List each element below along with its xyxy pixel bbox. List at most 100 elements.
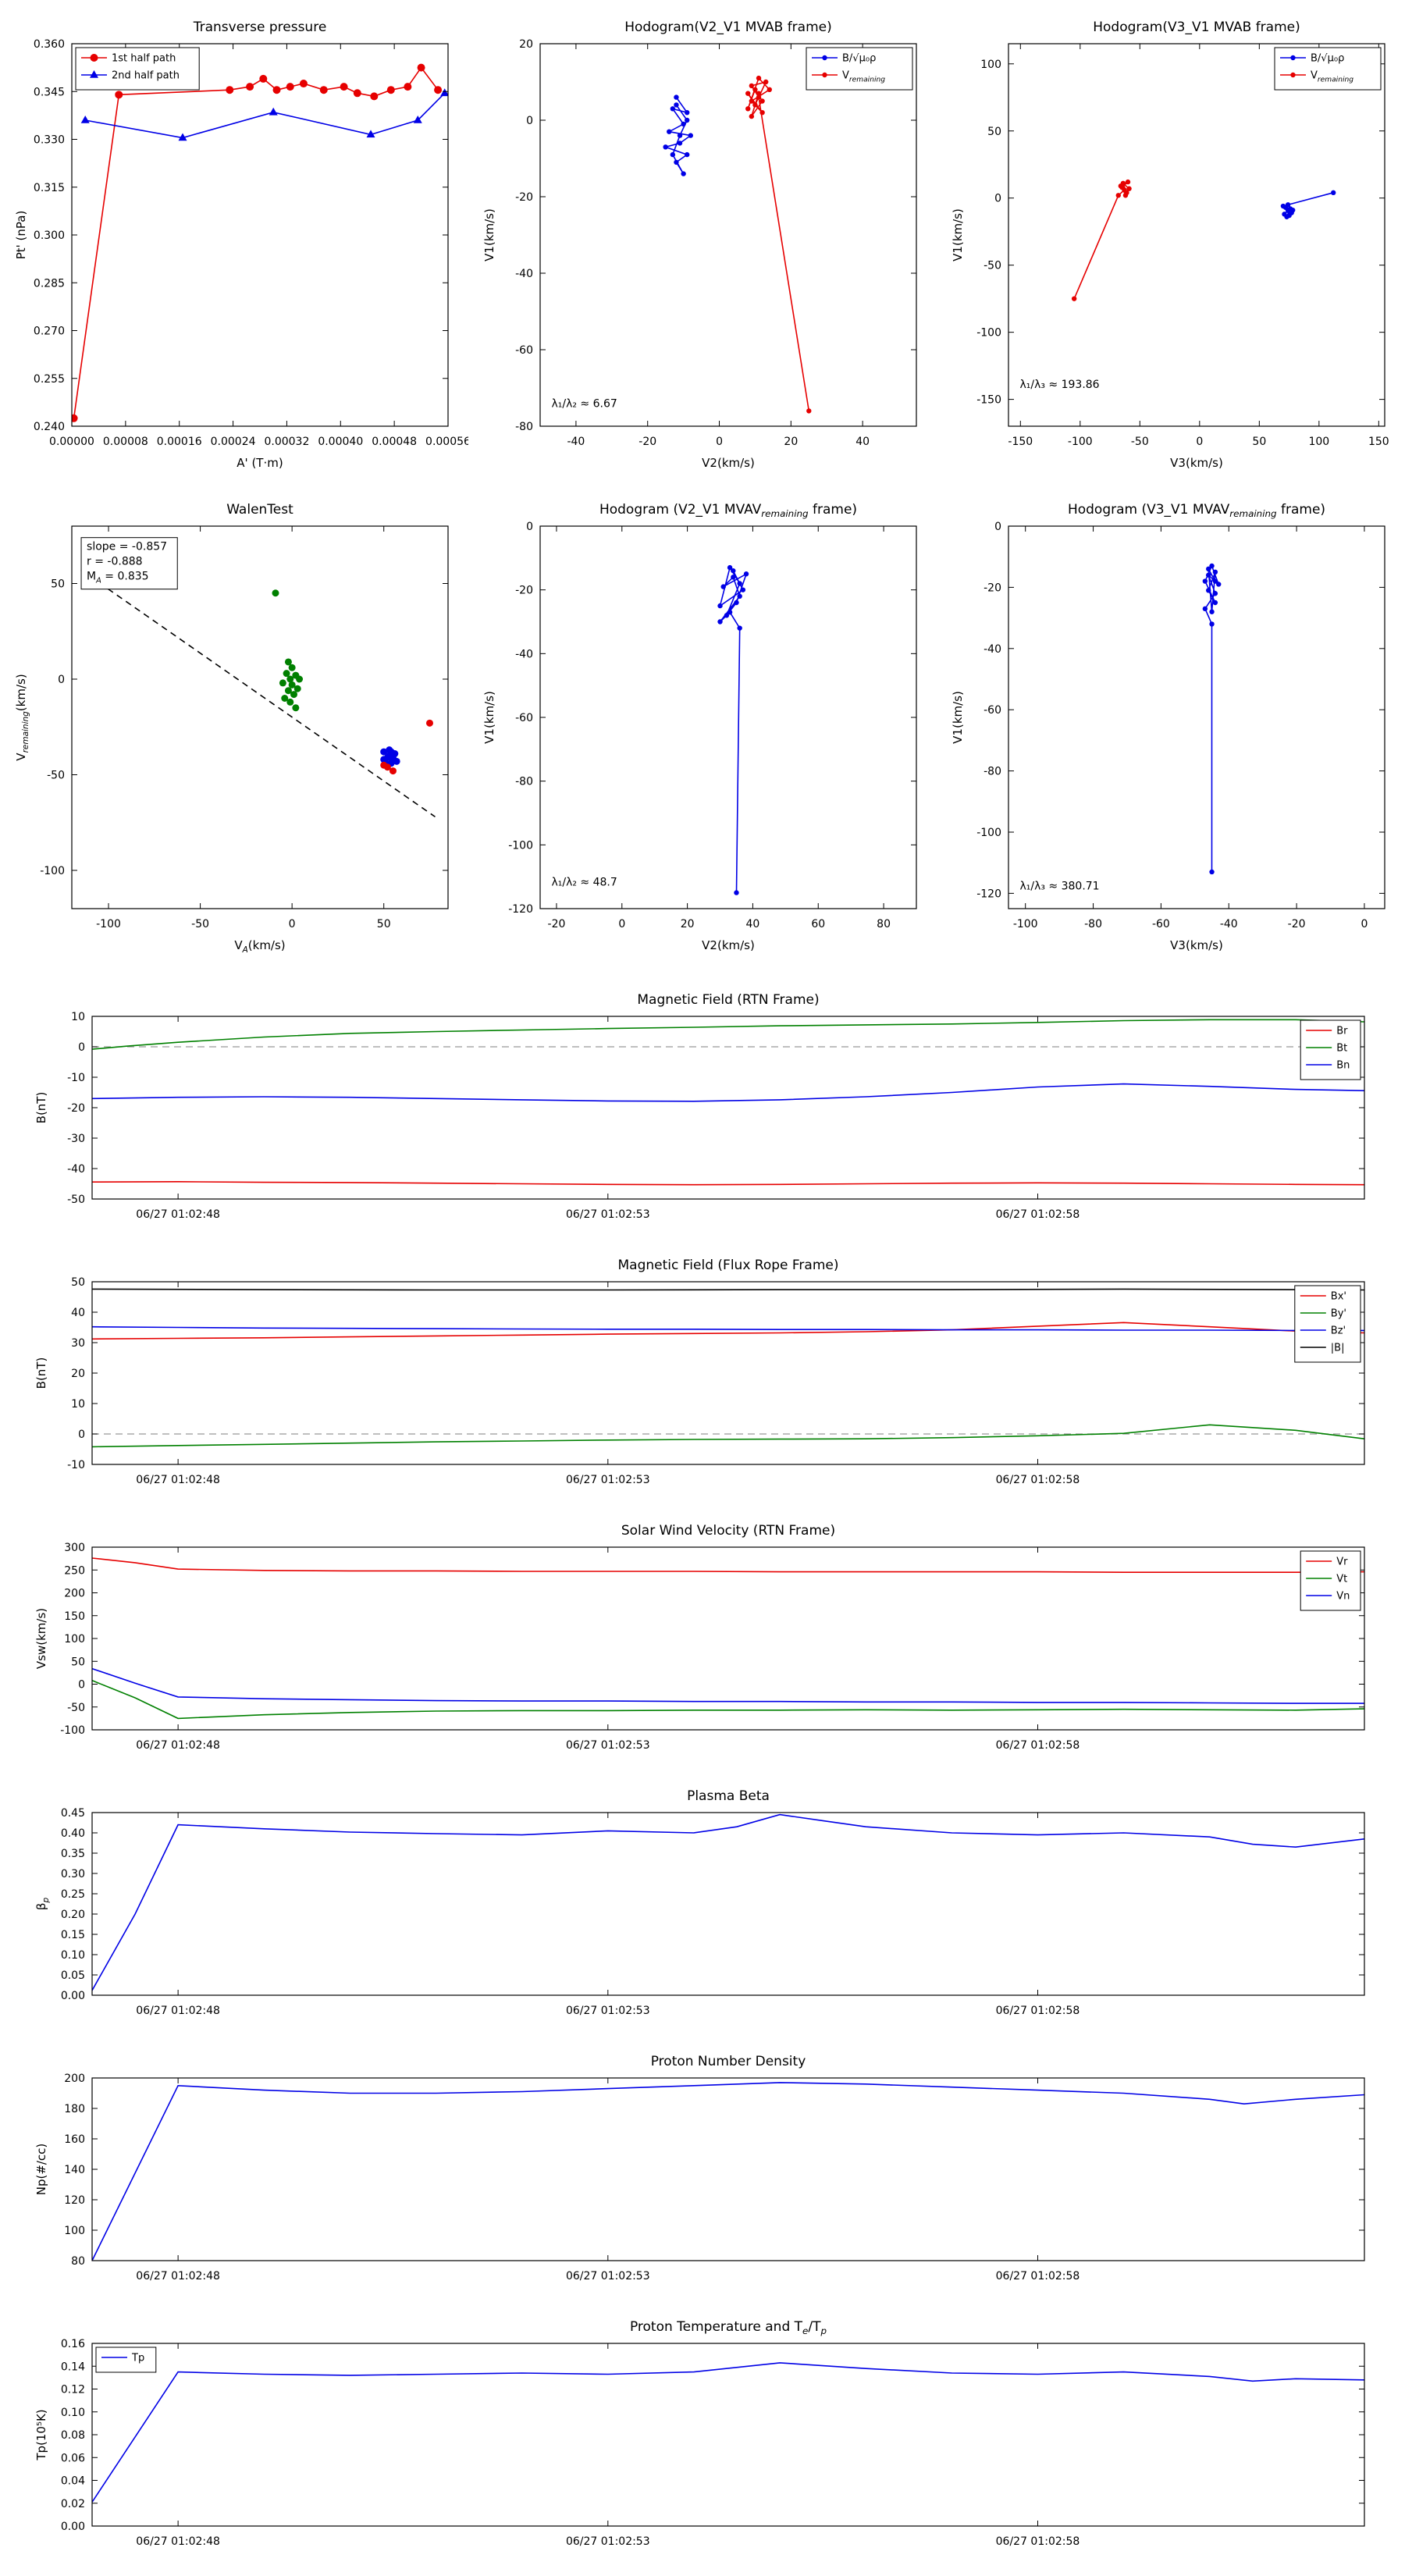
svg-text:-40: -40 xyxy=(1220,918,1238,930)
svg-text:-50: -50 xyxy=(47,770,65,782)
svg-text:2nd half path: 2nd half path xyxy=(112,70,180,82)
svg-text:50: 50 xyxy=(1252,436,1266,448)
svg-text:150: 150 xyxy=(64,1610,85,1623)
svg-text:0: 0 xyxy=(526,115,533,127)
chart-canvas-hodogram-v3v1-mvav: -100 -80 -60 -40 -20 0 -120 -100 -80 -60 -40 -20 0 Ho… xyxy=(951,502,1385,952)
svg-text:0.45: 0.45 xyxy=(61,1807,85,1820)
svg-text:0.02: 0.02 xyxy=(61,2498,85,2510)
svg-text:50: 50 xyxy=(51,578,65,591)
svg-text:20: 20 xyxy=(71,1368,85,1380)
svg-text:100: 100 xyxy=(64,2225,85,2237)
svg-text:06/27 01:02:58: 06/27 01:02:58 xyxy=(996,2535,1080,2548)
chart-canvas-plasma-beta: 06/27 01:02:48 06/27 01:02:53 06/27 01:02:… xyxy=(34,1788,1365,2017)
svg-text:-10: -10 xyxy=(67,1459,85,1471)
svg-text:0.315: 0.315 xyxy=(34,182,65,194)
svg-text:50: 50 xyxy=(377,918,391,930)
svg-text:λ₁/λ₂ ≈ 6.67: λ₁/λ₂ ≈ 6.67 xyxy=(551,398,617,411)
svg-text:By': By' xyxy=(1331,1308,1346,1320)
svg-text:20: 20 xyxy=(784,436,798,448)
svg-text:0.00: 0.00 xyxy=(61,2521,85,2533)
svg-text:0.00000: 0.00000 xyxy=(49,436,94,448)
svg-text:0: 0 xyxy=(526,521,533,533)
svg-text:60: 60 xyxy=(811,918,825,930)
svg-text:-30: -30 xyxy=(67,1133,85,1145)
chart-canvas-hodogram-v2v1-mvav: -20 0 20 40 60 80 -120 -100 -80 -60 -40 -20 0 Hodogra… xyxy=(482,502,917,952)
chart-plasma-beta: 06/27 01:02:48 06/27 01:02:53 06/27 01:02:… xyxy=(0,1777,1405,2042)
svg-text:06/27 01:02:53: 06/27 01:02:53 xyxy=(566,2270,650,2282)
svg-text:-20: -20 xyxy=(515,191,533,204)
svg-text:100: 100 xyxy=(1308,436,1329,448)
svg-text:Hodogram (V3_V1 MVAVremaining: Hodogram (V3_V1 MVAVremaining frame) xyxy=(1068,502,1325,519)
svg-text:0.12: 0.12 xyxy=(61,2384,85,2396)
svg-text:50: 50 xyxy=(71,1276,85,1289)
svg-text:λ₁/λ₃ ≈ 193.86: λ₁/λ₃ ≈ 193.86 xyxy=(1019,379,1099,391)
svg-text:-80: -80 xyxy=(984,766,1001,778)
svg-text:0: 0 xyxy=(78,1679,85,1692)
svg-text:Tp(10⁵K): Tp(10⁵K) xyxy=(34,2409,48,2460)
svg-text:0.255: 0.255 xyxy=(34,373,65,386)
svg-text:λ₁/λ₃ ≈ 380.71: λ₁/λ₃ ≈ 380.71 xyxy=(1019,881,1099,893)
svg-text:-20: -20 xyxy=(1288,918,1306,930)
svg-text:-100: -100 xyxy=(1068,436,1093,448)
svg-text:0.20: 0.20 xyxy=(61,1909,85,1921)
svg-text:-60: -60 xyxy=(1152,918,1170,930)
svg-text:0: 0 xyxy=(994,193,1001,205)
svg-text:-60: -60 xyxy=(515,712,533,724)
chart-vsw-rtn: 06/27 01:02:48 06/27 01:02:53 06/27 01:02:… xyxy=(0,1511,1405,1777)
svg-text:MA = 0.835: MA = 0.835 xyxy=(87,571,149,585)
svg-text:Vn: Vn xyxy=(1336,1591,1350,1603)
svg-text:0.15: 0.15 xyxy=(61,1929,85,1941)
chart-hodogram-v3v1-mvav: -100 -80 -60 -40 -20 0 -120 -100 -80 -60 -40 -20 0 Ho… xyxy=(937,490,1405,968)
svg-text:B/√μ₀ρ: B/√μ₀ρ xyxy=(842,53,876,65)
svg-text:50: 50 xyxy=(71,1656,85,1668)
chart-canvas-hodogram-v2v1-mvab: -40 -20 0 20 40 -80 -60 -40 -20 0 20 Hodogram(V2_V1… xyxy=(482,20,917,470)
svg-text:0: 0 xyxy=(58,674,65,686)
chart-canvas-transverse-pressure: 0.00000 0.00008 0.00016 0.00024 0.00032 0.000… xyxy=(14,20,468,470)
svg-text:-50: -50 xyxy=(1131,436,1149,448)
svg-text:0.30: 0.30 xyxy=(61,1868,85,1880)
svg-text:140: 140 xyxy=(64,2164,85,2176)
svg-text:-40: -40 xyxy=(567,436,585,448)
svg-text:Br: Br xyxy=(1336,1026,1348,1037)
svg-text:-100: -100 xyxy=(1013,918,1038,930)
svg-text:Magnetic Field (Flux Rope Fram: Magnetic Field (Flux Rope Frame) xyxy=(618,1258,839,1273)
svg-text:βp: βp xyxy=(34,1898,51,1911)
svg-text:0.00032: 0.00032 xyxy=(264,436,309,448)
svg-text:0.330: 0.330 xyxy=(34,134,65,147)
svg-text:06/27 01:02:48: 06/27 01:02:48 xyxy=(136,1474,220,1486)
svg-text:06/27 01:02:58: 06/27 01:02:58 xyxy=(996,2270,1080,2282)
svg-text:-50: -50 xyxy=(984,260,1001,272)
svg-text:Plasma Beta: Plasma Beta xyxy=(687,1788,770,1804)
svg-text:06/27 01:02:48: 06/27 01:02:48 xyxy=(136,1208,220,1221)
svg-text:-20: -20 xyxy=(515,585,533,597)
svg-text:0.10: 0.10 xyxy=(61,1949,85,1962)
svg-text:r = -0.888: r = -0.888 xyxy=(87,556,143,568)
svg-text:-150: -150 xyxy=(976,394,1001,407)
chart-hodogram-v2v1-mvav: -20 0 20 40 60 80 -120 -100 -80 -60 -40 -20 0 Hodogra… xyxy=(468,490,937,968)
svg-text:160: 160 xyxy=(64,2133,85,2146)
svg-text:06/27 01:02:58: 06/27 01:02:58 xyxy=(996,1739,1080,1752)
svg-text:1st half path: 1st half path xyxy=(112,53,176,65)
svg-text:0.00056: 0.00056 xyxy=(425,436,468,448)
svg-text:0.00048: 0.00048 xyxy=(372,436,417,448)
svg-text:0.270: 0.270 xyxy=(34,326,65,338)
svg-text:0: 0 xyxy=(78,1041,85,1054)
svg-text:-150: -150 xyxy=(1008,436,1033,448)
svg-text:Magnetic Field (RTN Frame): Magnetic Field (RTN Frame) xyxy=(637,992,819,1008)
svg-text:-100: -100 xyxy=(976,327,1001,340)
svg-text:|B|: |B| xyxy=(1331,1343,1345,1354)
svg-text:300: 300 xyxy=(64,1542,85,1554)
chart-walen-test: -100 -50 0 50 -100 -50 0 50 WalenTest VA(km/s) Vre… xyxy=(0,490,468,968)
svg-text:V3(km/s): V3(km/s) xyxy=(1170,938,1223,952)
svg-text:-120: -120 xyxy=(508,903,533,916)
svg-text:20: 20 xyxy=(519,38,533,51)
svg-text:V3(km/s): V3(km/s) xyxy=(1170,456,1223,470)
chart-mag-rtn: 06/27 01:02:48 06/27 01:02:53 06/27 01:02:… xyxy=(0,980,1405,1246)
svg-text:20: 20 xyxy=(681,918,695,930)
svg-text:slope = -0.857: slope = -0.857 xyxy=(87,541,167,553)
svg-text:0: 0 xyxy=(78,1429,85,1441)
svg-text:06/27 01:02:53: 06/27 01:02:53 xyxy=(566,2005,650,2017)
svg-text:B(nT): B(nT) xyxy=(34,1357,48,1389)
svg-text:V1(km/s): V1(km/s) xyxy=(951,208,965,262)
